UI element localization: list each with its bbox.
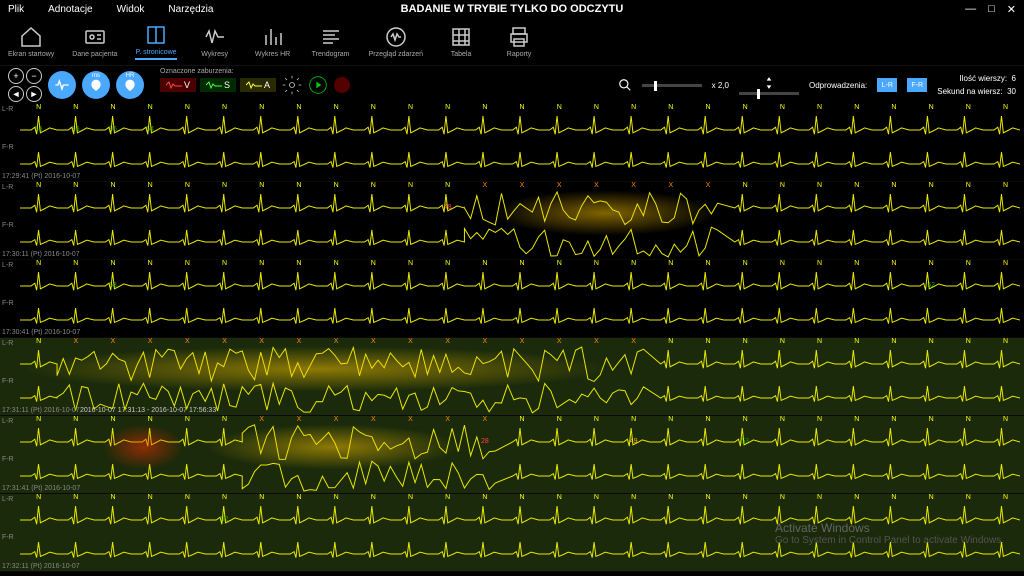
odprow-label: Odprowadzenia:: [809, 81, 867, 90]
rows-label: Ilość wierszy:: [960, 74, 1008, 83]
lead-fr-button[interactable]: F-R: [907, 78, 927, 92]
menu-bar: Plik Adnotacje Widok Narzędzia BADANIE W…: [0, 0, 1024, 18]
ecg-strip[interactable]: NNNNNNNNNNNN48XXXXXXXNNNNNNNNL-RF-R17:30…: [0, 182, 1024, 260]
minimize-button[interactable]: —: [965, 3, 976, 16]
toolbar-trendogram[interactable]: Trendogram: [311, 25, 351, 58]
timestamp: 17:31:41 (Pt) 2016-10-07: [2, 485, 80, 492]
lead-label: L-R: [2, 106, 13, 113]
marker-v[interactable]: V: [160, 78, 196, 92]
seconds-value: 30: [1007, 87, 1016, 96]
timestamp: 17:30:11 (Pt) 2016-10-07: [2, 251, 80, 258]
ecg-area[interactable]: N55N95N95N54NNNNNNNNNNNNNNNNNNNNNNNL-RF-…: [0, 104, 1024, 576]
menu-widok[interactable]: Widok: [117, 4, 145, 15]
lead-label: L-R: [2, 262, 13, 269]
toolbar-tabela[interactable]: Tabela: [441, 25, 481, 58]
ecg-strip[interactable]: N55N95N95N54NNNNNNNNNNNNNNNNNNNNNNNL-RF-…: [0, 104, 1024, 182]
toolbar-ekran-startowy[interactable]: Ekran startowy: [8, 25, 54, 58]
lead-label: L-R: [2, 184, 13, 191]
timestamp: 17:29:41 (Pt) 2016-10-07: [2, 173, 80, 180]
timestamp: 17:32:11 (Pt) 2016-10-07: [2, 563, 80, 570]
window-title: BADANIE W TRYBIE TYLKO DO ODCZYTU: [401, 3, 624, 15]
toolbar-raporty[interactable]: Raporty: [499, 25, 539, 58]
search-icon[interactable]: [618, 78, 632, 92]
lead-label: F-R: [2, 534, 14, 541]
settings-icon[interactable]: [282, 75, 302, 95]
lead-label: L-R: [2, 418, 13, 425]
lead-label: L-R: [2, 340, 13, 347]
ecg-strip[interactable]: NNN53NNNNNNNNNNNNNNNNNNNNNN52NNL-RF-R17:…: [0, 260, 1024, 338]
ecg-strip[interactable]: NXXXXXXXXXXXXXXXXNNNNNNNNNNL-RF-R17:31:1…: [0, 338, 1024, 416]
beat-nav-button[interactable]: [48, 71, 76, 99]
lead-label: F-R: [2, 300, 14, 307]
zoom-value: x 2,0: [712, 81, 729, 90]
rows-value: 6: [1012, 74, 1016, 83]
lead-label: F-R: [2, 456, 14, 463]
vscale-icon[interactable]: [762, 76, 776, 90]
menu-narzedzia[interactable]: Narzędzia: [168, 4, 213, 15]
timestamp: 17:31:11 (Pt) 2016-10-07: [2, 407, 80, 414]
zoom-out-button[interactable]: −: [26, 68, 42, 84]
prev-button[interactable]: ◄: [8, 86, 24, 102]
ms-button[interactable]: ms: [82, 71, 110, 99]
timestamp: 17:30:41 (Pt) 2016-10-07: [2, 329, 80, 336]
hr-button[interactable]: HR: [116, 71, 144, 99]
windows-watermark: Activate Windows Go to System in Control…: [775, 521, 1004, 546]
control-bar: + − ◄ ► ms HR Oznaczone zaburzenia: V S …: [0, 66, 1024, 104]
ecg-strip[interactable]: NNNNNNXXXXXXX28NNNN49NNN53NNNNNNNL-RF-R1…: [0, 416, 1024, 494]
zaburzenia-label: Oznaczone zaburzenia:: [160, 68, 234, 75]
vscale-slider[interactable]: [739, 92, 799, 95]
zoom-slider[interactable]: [642, 84, 702, 87]
lead-lr-button[interactable]: L-R: [877, 78, 897, 92]
marker-s[interactable]: S: [200, 78, 236, 92]
maximize-button[interactable]: □: [988, 3, 995, 16]
record-button[interactable]: [334, 77, 350, 93]
toolbar-wykresy[interactable]: Wykresy: [195, 25, 235, 58]
seconds-label: Sekund na wiersz:: [937, 87, 1002, 96]
toolbar-p-stronicowe[interactable]: P. stronicowe: [135, 23, 176, 60]
next-button[interactable]: ►: [26, 86, 42, 102]
lead-label: F-R: [2, 144, 14, 151]
toolbar-przeglad-zdarzen[interactable]: Przegląd zdarzeń: [369, 25, 423, 58]
menu-adnotacje[interactable]: Adnotacje: [48, 4, 92, 15]
close-button[interactable]: ✕: [1007, 3, 1016, 16]
toolbar-wykres-hr[interactable]: Wykres HR: [253, 25, 293, 58]
zoom-in-button[interactable]: +: [8, 68, 24, 84]
toolbar-dane-pacjenta[interactable]: Dane pacjenta: [72, 25, 117, 58]
play-button[interactable]: [308, 75, 328, 95]
lead-label: F-R: [2, 222, 14, 229]
lead-label: F-R: [2, 378, 14, 385]
marker-a[interactable]: A: [240, 78, 276, 92]
menu-plik[interactable]: Plik: [8, 4, 24, 15]
main-toolbar: Ekran startowy Dane pacjenta P. stronicowe…: [0, 18, 1024, 66]
lead-label: L-R: [2, 496, 13, 503]
